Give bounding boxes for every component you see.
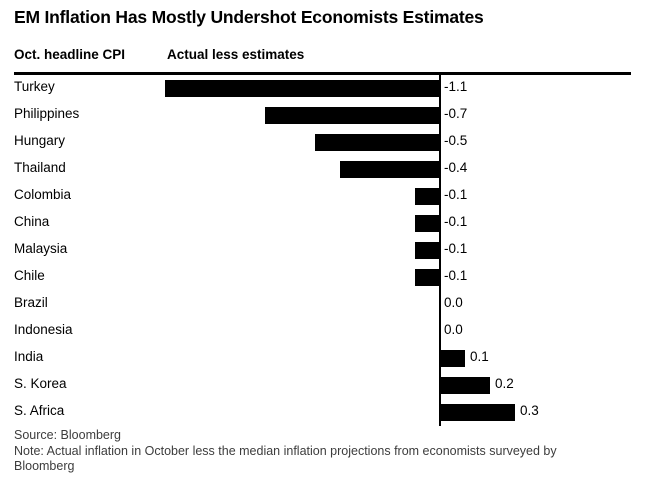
category-label: S. Africa: [14, 403, 65, 418]
axis-right-header: Actual less estimates: [167, 47, 305, 62]
category-label: China: [14, 214, 50, 229]
bar: [415, 242, 440, 259]
category-label: Brazil: [14, 295, 48, 310]
zero-axis-line: [439, 75, 441, 426]
value-label: -0.1: [444, 268, 468, 283]
bar: [265, 107, 440, 124]
value-label: 0.3: [520, 403, 539, 418]
value-label: 0.1: [470, 349, 489, 364]
category-label: Colombia: [14, 187, 72, 202]
category-label: India: [14, 349, 44, 364]
category-label: Malaysia: [14, 241, 68, 256]
value-label: -0.1: [444, 187, 468, 202]
category-label: Thailand: [14, 160, 66, 175]
bar: [440, 350, 465, 367]
value-label: -0.7: [444, 106, 468, 121]
note-text: Note: Actual inflation in October less t…: [14, 443, 557, 474]
value-label: -0.1: [444, 241, 468, 256]
bar: [165, 80, 440, 97]
chart-title: EM Inflation Has Mostly Undershot Econom…: [14, 7, 484, 27]
bar: [415, 188, 440, 205]
category-label: Hungary: [14, 133, 66, 148]
value-label: -0.5: [444, 133, 468, 148]
category-label: Indonesia: [14, 322, 73, 337]
source-text: Source: Bloomberg: [14, 428, 122, 442]
value-label: -0.1: [444, 214, 468, 229]
category-label: Chile: [14, 268, 45, 283]
bar: [315, 134, 440, 151]
value-label: -0.4: [444, 160, 468, 175]
bar: [440, 404, 515, 421]
bar: [415, 215, 440, 232]
category-label: Philippines: [14, 106, 80, 121]
chart-footer: Source: Bloomberg Note: Actual inflation…: [14, 428, 599, 475]
value-label: -1.1: [444, 79, 468, 94]
category-label: S. Korea: [14, 376, 67, 391]
bar: [415, 269, 440, 286]
bar: [440, 377, 490, 394]
bar: [340, 161, 440, 178]
category-label: Turkey: [14, 79, 55, 94]
value-label: 0.2: [495, 376, 514, 391]
top-axis-rule: [14, 72, 631, 75]
axis-left-header: Oct. headline CPI: [14, 47, 126, 62]
value-label: 0.0: [444, 295, 463, 310]
value-label: 0.0: [444, 322, 463, 337]
